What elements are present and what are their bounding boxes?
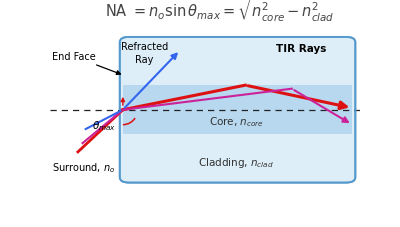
Text: Cladding, $n_{clad}$: Cladding, $n_{clad}$ bbox=[198, 155, 274, 169]
Text: Core, $n_{core}$: Core, $n_{core}$ bbox=[208, 115, 264, 128]
Text: NA $= n_o\sin\theta_{max} = \sqrt{n^2_{core} - n^2_{clad}}$: NA $= n_o\sin\theta_{max} = \sqrt{n^2_{c… bbox=[105, 0, 336, 24]
Text: End Face: End Face bbox=[52, 52, 120, 75]
Text: Refracted
Ray: Refracted Ray bbox=[121, 42, 168, 65]
Text: TIR Rays: TIR Rays bbox=[276, 44, 326, 54]
Bar bbox=[123, 86, 352, 135]
FancyBboxPatch shape bbox=[120, 38, 355, 183]
Text: $\theta_{max}$: $\theta_{max}$ bbox=[92, 119, 116, 133]
Text: Surround, $n_o$: Surround, $n_o$ bbox=[52, 160, 115, 174]
